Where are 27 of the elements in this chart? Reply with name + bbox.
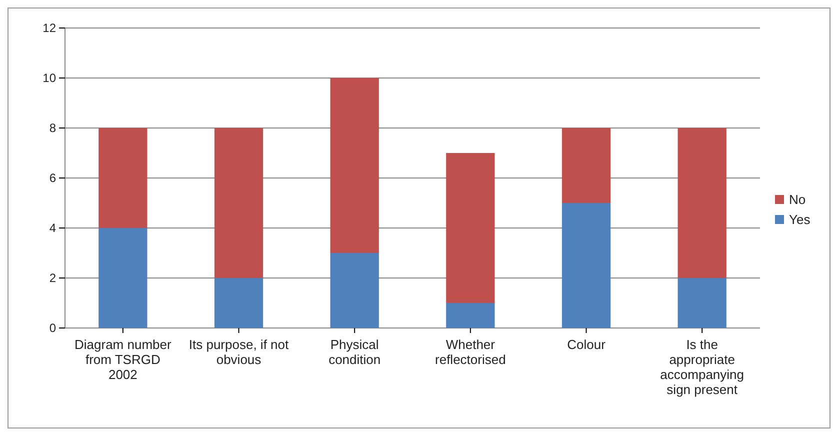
- bar: [678, 278, 726, 328]
- x-tick-label: Whether reflectorised: [435, 337, 506, 367]
- y-tick-label: 6: [49, 170, 56, 185]
- x-tick-label: Physical condition: [328, 337, 381, 367]
- bar: [446, 153, 495, 303]
- legend-label: Yes: [789, 212, 811, 227]
- x-tick-label: Colour: [567, 337, 606, 352]
- y-tick-label: 2: [49, 270, 56, 285]
- bar: [562, 203, 611, 328]
- bar: [98, 228, 148, 328]
- bar: [214, 278, 264, 328]
- y-tick-label: 4: [49, 220, 56, 235]
- x-tick-label: Its purpose, if not obvious: [188, 337, 289, 367]
- y-tick-label: 12: [42, 20, 56, 35]
- bar: [562, 128, 611, 203]
- bar: [678, 128, 726, 278]
- bar: [330, 78, 379, 253]
- y-tick-label: 8: [49, 120, 56, 135]
- bar: [330, 253, 379, 328]
- x-tick-label: Diagram number from TSRGD 2002: [74, 337, 172, 382]
- bar: [98, 128, 148, 228]
- bar: [446, 303, 495, 328]
- bar: [214, 128, 264, 278]
- x-tick-label: Is the appropriate accompanying sign present: [660, 337, 744, 397]
- legend-label: No: [789, 192, 806, 207]
- y-tick-label: 10: [42, 70, 56, 85]
- y-tick-label: 0: [49, 320, 56, 335]
